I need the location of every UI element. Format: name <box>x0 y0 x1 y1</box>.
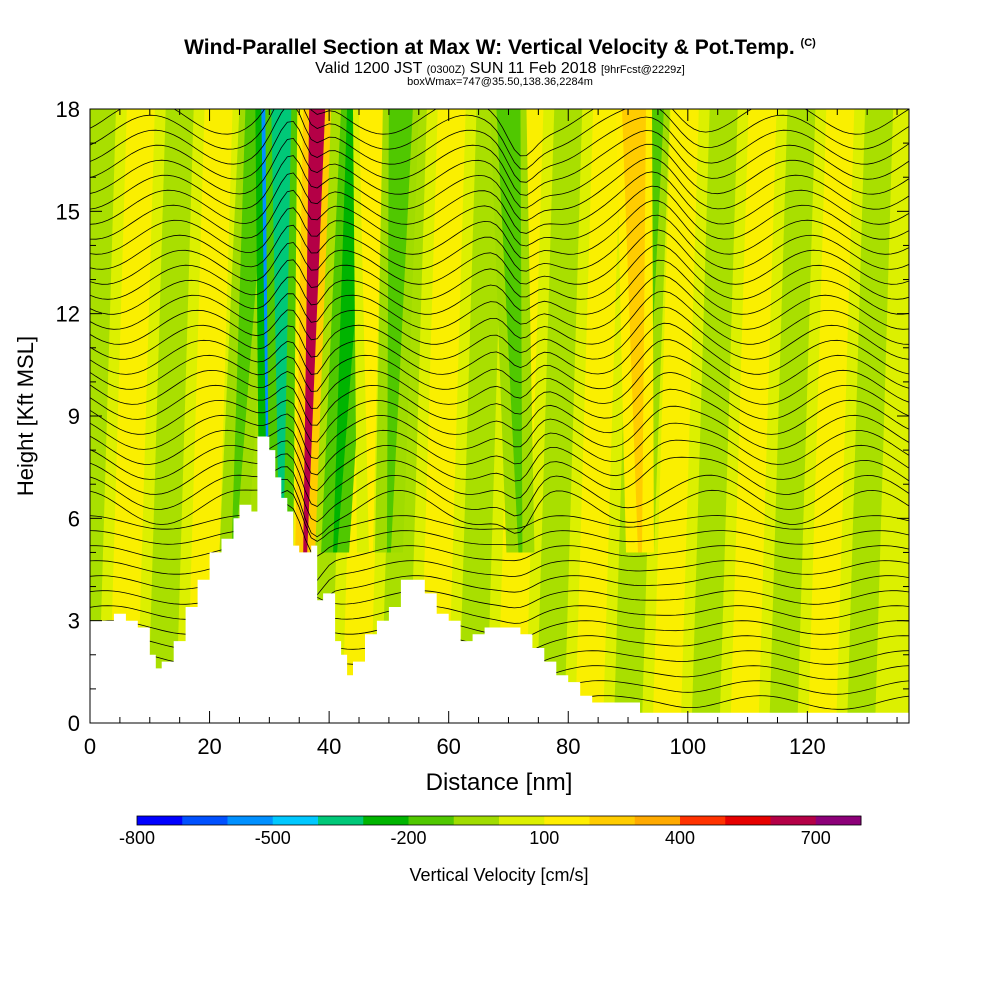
colorbar-swatch <box>725 816 771 825</box>
colorbar-swatch <box>815 816 862 825</box>
velocity-band <box>303 109 326 553</box>
velocity-band <box>622 109 647 553</box>
colorbar-frame <box>136 815 862 826</box>
theta-contour <box>90 439 909 492</box>
theta-contour <box>90 490 909 542</box>
colorbar-swatch <box>680 816 726 825</box>
box-info: boxWmax=747@35.50,138.36,2284m <box>407 76 593 88</box>
colorbar-swatch <box>227 816 274 825</box>
colorbar-swatch <box>272 816 319 825</box>
x-tick-label: 40 <box>317 734 341 759</box>
colorbar-swatch <box>589 816 636 825</box>
colorbar-swatch <box>318 816 364 825</box>
colorbar-tick-label: 400 <box>665 828 695 848</box>
y-tick-label: 9 <box>68 404 80 429</box>
theta-contour <box>90 504 909 557</box>
velocity-band <box>108 109 155 723</box>
velocity-band <box>358 109 383 553</box>
valid-utc: (0300Z) <box>426 64 466 76</box>
colorbar-tick-label: -200 <box>390 828 426 848</box>
theta-contour <box>90 109 909 157</box>
y-tick-label: 15 <box>56 199 80 224</box>
colorbar-swatch <box>453 816 500 825</box>
velocity-band <box>575 109 622 723</box>
theta-contour <box>90 109 909 170</box>
theta-contour <box>90 120 909 196</box>
theta-contour <box>90 229 909 285</box>
velocity-band <box>730 109 777 723</box>
velocity-band <box>769 109 816 723</box>
theta-contour <box>90 155 909 222</box>
x-axis-label: Distance [nm] <box>426 769 573 796</box>
colorbar-swatch <box>137 816 183 825</box>
theta-contour <box>90 137 909 209</box>
x-tick-label: 80 <box>556 734 580 759</box>
velocity-band <box>419 109 466 723</box>
y-tick-label: 0 <box>68 711 80 736</box>
colorbar-tick-label: -800 <box>119 828 155 848</box>
theta-contour <box>90 109 909 183</box>
theta-contour <box>90 466 909 523</box>
theta-contour <box>90 275 909 330</box>
x-tick-label: 0 <box>84 734 96 759</box>
theta-contour <box>90 339 909 392</box>
theta-contour <box>90 306 909 360</box>
velocity-band <box>847 109 894 723</box>
theta-contour <box>90 244 909 300</box>
theta-contour <box>90 405 909 460</box>
theta-contour <box>90 388 909 443</box>
theta-contour <box>90 259 909 315</box>
velocity-band <box>496 109 523 553</box>
x-tick-label: 20 <box>197 734 221 759</box>
theta-contour <box>90 478 909 538</box>
theta-contour <box>90 322 909 375</box>
colorbar-tick-label: 100 <box>529 828 559 848</box>
theta-contour <box>90 290 909 345</box>
colorbar-label: Vertical Velocity [cm/s] <box>409 865 588 885</box>
theta-contour <box>90 453 909 507</box>
theta-contour <box>90 355 909 409</box>
velocity-band <box>691 109 738 723</box>
copyright-mark: (C) <box>800 37 816 49</box>
colorbar-swatch <box>770 816 817 825</box>
velocity-band <box>536 109 583 723</box>
colorbar-swatch <box>499 816 545 825</box>
valid-time: Valid 1200 JST (0300Z) SUN 11 Feb 2018 [… <box>315 60 685 77</box>
colorbar-tick-label: 700 <box>801 828 831 848</box>
x-tick-label: 120 <box>789 734 826 759</box>
velocity-band <box>458 109 505 723</box>
velocity-band <box>808 109 855 723</box>
colorbar-swatch <box>544 816 590 825</box>
colorbar-swatch <box>634 816 681 825</box>
theta-contour <box>90 422 909 476</box>
theta-contour <box>90 371 909 426</box>
x-tick-label: 100 <box>669 734 706 759</box>
theta-contour <box>90 200 909 260</box>
theta-contour <box>90 171 909 234</box>
y-tick-label: 12 <box>56 302 80 327</box>
colorbar-tick-label: -500 <box>255 828 291 848</box>
y-axis-label: Height [Kft MSL] <box>13 336 38 496</box>
forecast-info: [9hrFcst@2229z] <box>600 64 685 76</box>
chart-title: Wind-Parallel Section at Max W: Vertical… <box>184 36 816 59</box>
velocity-band <box>147 109 194 723</box>
colorbar-swatch <box>363 816 409 825</box>
x-tick-label: 60 <box>436 734 460 759</box>
colorbar-swatch <box>408 816 455 825</box>
velocity-band <box>186 109 233 723</box>
terrain-mask <box>90 436 909 723</box>
velocity-band <box>90 109 116 723</box>
y-tick-label: 3 <box>68 609 80 634</box>
colorbar-swatch <box>182 816 228 825</box>
theta-contour <box>90 185 909 247</box>
y-tick-label: 18 <box>56 97 80 122</box>
valid-date: SUN 11 Feb 2018 <box>469 60 597 77</box>
y-tick-label: 6 <box>68 506 80 531</box>
theta-contour <box>90 214 909 272</box>
